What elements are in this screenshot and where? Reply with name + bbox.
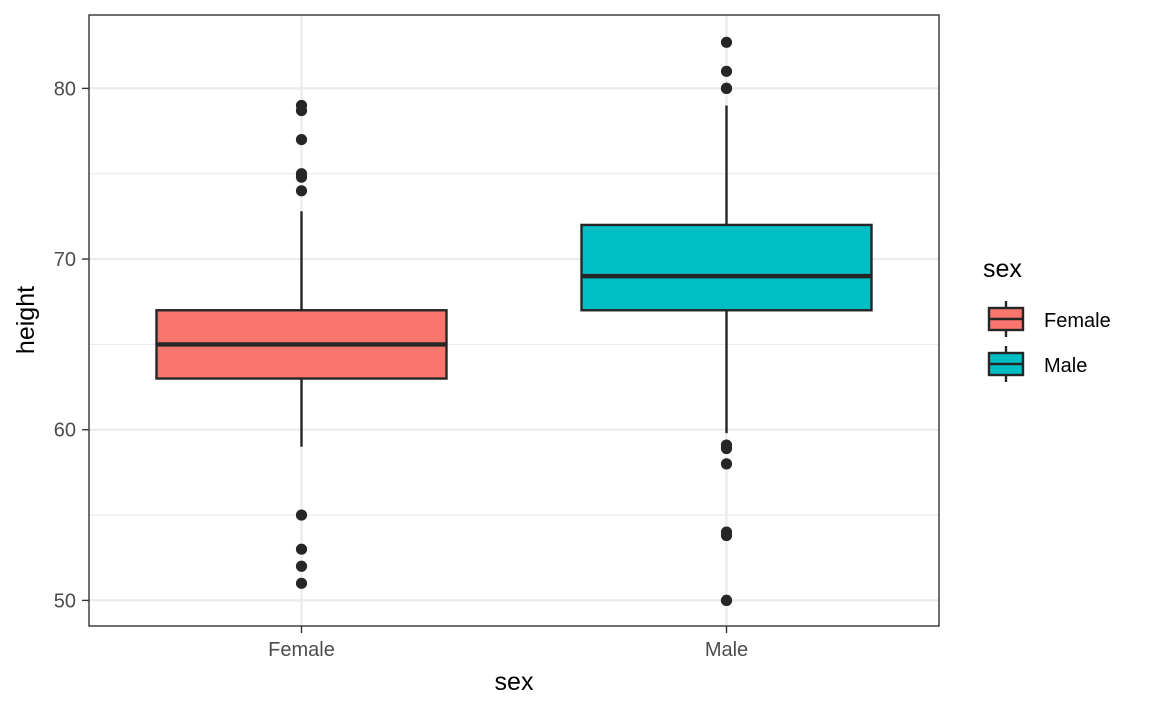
box-female (155, 99, 448, 589)
outlier-point (295, 577, 308, 589)
x-axis-title: sex (495, 668, 534, 696)
outlier-point (295, 171, 308, 183)
plot-panel (88, 14, 940, 627)
y-tick-label: 60 (54, 420, 76, 442)
boxes-layer (155, 36, 873, 606)
x-tick-label: Male (705, 639, 748, 661)
x-tick-label: Female (268, 639, 335, 661)
outlier-point (720, 458, 733, 470)
legend: sex Female Male (983, 255, 1111, 382)
y-tick-label: 70 (54, 249, 76, 271)
legend-items: Female Male (987, 301, 1111, 382)
outlier-point (720, 82, 733, 94)
legend-title: sex (983, 255, 1022, 283)
box-body (580, 223, 873, 312)
outlier-point (720, 36, 733, 48)
panel-border (88, 14, 940, 627)
outlier-point (720, 65, 733, 77)
outlier-point (295, 509, 308, 521)
y-tick-label: 50 (54, 590, 76, 612)
outlier-point (295, 543, 308, 555)
legend-item-male: Male (987, 346, 1087, 382)
legend-item-female: Female (987, 301, 1111, 337)
outlier-point (295, 185, 308, 197)
outlier-point (295, 133, 308, 146)
y-tick-label: 80 (54, 78, 76, 100)
legend-label: Female (1044, 310, 1111, 332)
outlier-point (295, 560, 308, 572)
outlier-point (720, 594, 733, 606)
box-male (580, 36, 873, 606)
axes: 50 60 70 80 Female Male (54, 78, 748, 661)
y-axis-title: height (12, 286, 40, 354)
outlier-point (720, 529, 733, 542)
legend-label: Male (1044, 355, 1087, 377)
outlier-point (295, 104, 308, 117)
outlier-point (720, 442, 733, 455)
